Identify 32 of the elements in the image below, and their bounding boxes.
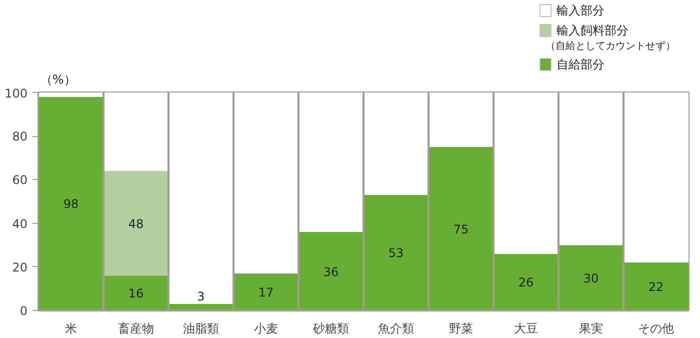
data-label: 22	[648, 280, 664, 294]
y-tick-label: 40	[12, 216, 28, 231]
legend-label: 輸入部分	[556, 4, 605, 18]
x-tick-label: 油脂類	[183, 322, 219, 336]
data-label: 3	[197, 290, 205, 304]
x-tick-label: 大豆	[514, 322, 538, 336]
data-label: 16	[128, 286, 144, 301]
x-tick-label: 米	[65, 322, 77, 336]
data-label: 98	[63, 197, 79, 212]
x-tick-label: 魚介類	[378, 322, 414, 336]
legend-label: 輸入飼料部分	[556, 24, 629, 38]
text: （自給としてカウントせず）	[546, 40, 676, 52]
y-tick-label: 60	[12, 173, 28, 188]
data-label: 26	[518, 276, 534, 290]
data-label: 36	[323, 264, 339, 279]
data-label: 53	[388, 246, 404, 260]
y-axis-title: （%）	[40, 72, 76, 86]
y-tick-label: 100	[4, 86, 28, 100]
y-tick-label: 20	[12, 260, 28, 274]
data-label: 48	[128, 216, 144, 231]
data-label: 17	[258, 285, 274, 300]
data-label: 30	[583, 271, 599, 286]
data-label: 75	[453, 222, 469, 236]
y-tick-label: 0	[20, 304, 28, 318]
x-tick-label: 砂糖類	[312, 322, 349, 336]
x-tick-label: 小麦	[254, 322, 278, 336]
x-tick-label: 畜産物	[118, 322, 154, 336]
x-tick-label: 野菜	[449, 322, 473, 336]
x-tick-label: その他	[638, 322, 674, 336]
y-tick-label: 80	[12, 130, 28, 144]
legend-label: 自給部分	[556, 58, 605, 72]
x-tick-label: 果実	[579, 322, 603, 336]
